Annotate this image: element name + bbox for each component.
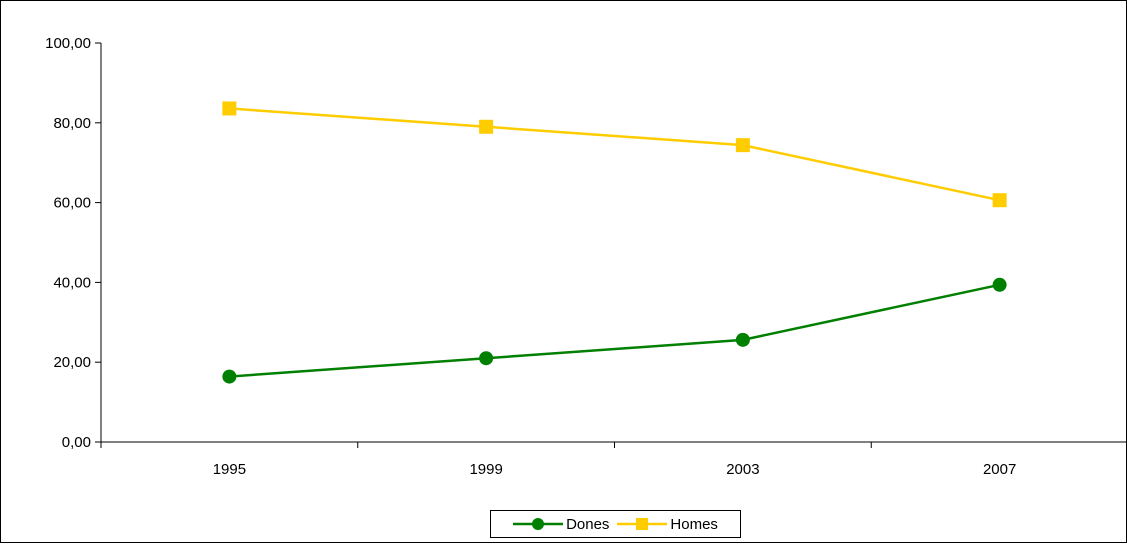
data-point-dones bbox=[992, 277, 1007, 292]
series-homes bbox=[222, 101, 1007, 208]
data-point-homes bbox=[735, 138, 750, 153]
data-point-dones bbox=[222, 369, 237, 384]
y-tick-label: 60,00 bbox=[53, 195, 91, 212]
series-line-dones bbox=[229, 283, 1000, 378]
data-point-homes bbox=[479, 119, 494, 134]
y-tick-label: 100,00 bbox=[45, 35, 91, 52]
data-point-dones bbox=[735, 332, 750, 347]
y-tick-label: 40,00 bbox=[53, 274, 91, 291]
series-layer bbox=[222, 101, 1007, 384]
x-tick-label: 1999 bbox=[469, 461, 502, 478]
legend: Dones Homes bbox=[490, 510, 741, 538]
legend-key-dones bbox=[513, 518, 564, 530]
legend-entry-dones: Dones bbox=[513, 516, 609, 533]
data-point-homes bbox=[992, 193, 1007, 208]
legend-marker-homes bbox=[636, 518, 649, 530]
x-axis-ticks: 1995 1999 2003 2007 bbox=[100, 442, 1016, 478]
x-tick-label: 2003 bbox=[726, 461, 759, 478]
legend-marker-dones bbox=[532, 518, 545, 530]
series-dones bbox=[222, 277, 1007, 384]
legend-label-dones: Dones bbox=[566, 515, 610, 533]
y-axis-ticks: 0,00 20,00 40,00 60,00 80,00 100,00 bbox=[45, 35, 101, 451]
legend-key-homes bbox=[617, 518, 668, 530]
data-point-dones bbox=[479, 351, 494, 366]
series-line-homes bbox=[229, 107, 1000, 202]
y-tick-label: 0,00 bbox=[62, 434, 91, 451]
data-point-homes bbox=[222, 101, 237, 116]
x-tick-label: 1995 bbox=[213, 461, 246, 478]
x-tick-label: 2007 bbox=[983, 461, 1016, 478]
legend-entry-homes: Homes bbox=[617, 516, 718, 533]
y-tick-label: 20,00 bbox=[53, 354, 91, 371]
y-tick-label: 80,00 bbox=[53, 115, 91, 132]
axes bbox=[100, 43, 1127, 443]
legend-label-homes: Homes bbox=[670, 515, 718, 533]
